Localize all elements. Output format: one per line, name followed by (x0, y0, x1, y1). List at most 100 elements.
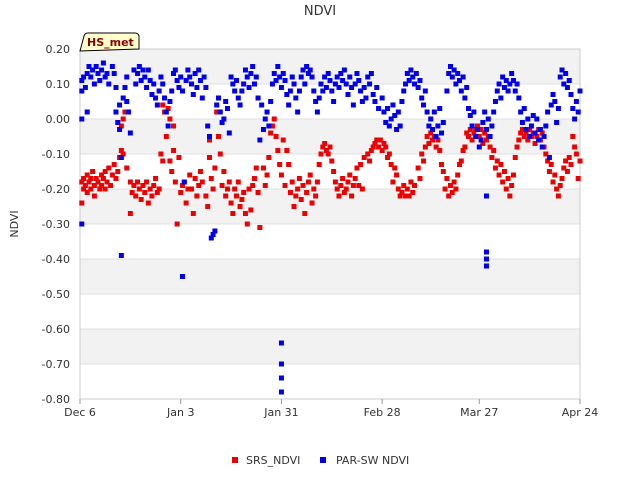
data-point (465, 106, 471, 111)
data-point (446, 193, 452, 199)
data-point (356, 183, 362, 188)
data-point (309, 74, 315, 80)
data-point (142, 190, 148, 195)
data-point (570, 106, 576, 111)
data-point (316, 95, 322, 101)
data-point (153, 176, 159, 181)
data-point (82, 183, 88, 188)
data-point (307, 67, 313, 73)
data-point (471, 109, 477, 115)
data-point (341, 67, 347, 73)
data-point (363, 95, 369, 101)
data-point (278, 361, 284, 367)
series-srs-ndvi (79, 102, 583, 230)
data-point (561, 81, 567, 87)
data-point (410, 190, 416, 195)
data-point (320, 144, 326, 150)
data-point (226, 130, 232, 136)
data-point (113, 109, 119, 115)
data-point (109, 172, 115, 178)
data-point (230, 81, 236, 87)
data-point (212, 165, 218, 171)
data-point (537, 127, 543, 132)
data-point (86, 179, 92, 185)
data-point (435, 137, 441, 143)
data-point (185, 186, 191, 192)
data-point (546, 155, 552, 160)
data-point (298, 74, 304, 80)
data-point (334, 74, 340, 80)
data-point (151, 183, 157, 188)
data-point (138, 78, 144, 83)
data-point (79, 116, 85, 122)
data-point (352, 176, 358, 181)
data-point (397, 123, 403, 129)
data-point (135, 71, 141, 76)
data-point (478, 137, 484, 143)
data-point (118, 148, 124, 153)
data-point (278, 389, 284, 395)
data-point (521, 106, 527, 111)
data-point (262, 116, 268, 122)
chart-title: NDVI (304, 4, 336, 19)
data-point (431, 109, 437, 115)
data-point (500, 179, 506, 185)
data-point (458, 158, 464, 164)
data-point (221, 116, 227, 122)
data-point (91, 183, 97, 188)
data-point (305, 71, 311, 76)
data-point (160, 81, 166, 87)
data-point (90, 169, 96, 174)
x-tick-label: Jan 3 (166, 406, 194, 419)
data-point (275, 148, 281, 153)
data-point (331, 169, 337, 174)
data-point (109, 64, 115, 69)
data-point (480, 120, 486, 125)
data-point (483, 127, 489, 132)
data-point (323, 85, 329, 90)
data-point (530, 113, 536, 118)
data-point (144, 85, 150, 90)
data-point (527, 127, 533, 132)
data-point (428, 116, 434, 122)
data-point (314, 179, 320, 185)
data-point (219, 183, 225, 188)
data-point (377, 137, 383, 143)
data-point (82, 85, 88, 90)
data-point (206, 155, 212, 160)
data-point (151, 81, 157, 87)
data-point (206, 134, 212, 139)
data-point (401, 183, 407, 188)
y-tick-label: -0.10 (42, 148, 70, 161)
data-point (313, 193, 319, 199)
data-point (180, 183, 186, 188)
y-tick-label: 0.00 (46, 113, 71, 126)
data-point (343, 186, 349, 192)
data-point (336, 85, 342, 90)
data-point (528, 123, 534, 129)
data-point (536, 137, 542, 143)
series-layer (79, 60, 583, 395)
data-point (489, 155, 495, 160)
data-point (187, 74, 193, 80)
data-point (224, 186, 230, 192)
data-point (476, 134, 482, 139)
data-point (124, 165, 130, 171)
data-point (311, 88, 317, 94)
data-point (241, 81, 247, 87)
data-point (232, 88, 238, 94)
data-point (483, 137, 489, 143)
data-point (464, 130, 470, 136)
data-point (158, 151, 164, 157)
data-point (185, 67, 191, 73)
data-point (372, 99, 378, 104)
data-point (124, 99, 130, 104)
data-point (341, 190, 347, 195)
data-point (165, 123, 171, 129)
data-point (465, 134, 471, 139)
data-point (268, 99, 274, 104)
data-point (275, 64, 281, 69)
data-point (253, 165, 259, 171)
data-point (557, 183, 563, 188)
data-point (133, 81, 139, 87)
